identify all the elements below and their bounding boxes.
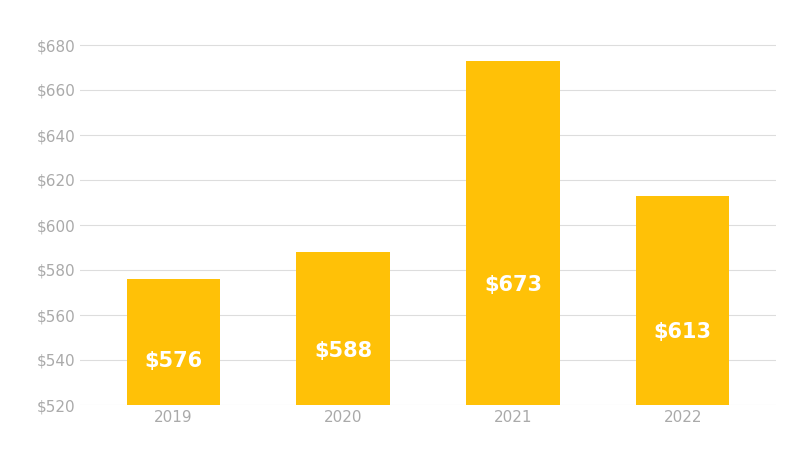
Text: $673: $673 <box>484 274 542 294</box>
Bar <box>466 61 559 405</box>
Bar <box>297 252 390 405</box>
Text: $588: $588 <box>314 342 372 361</box>
Bar <box>126 279 220 405</box>
Text: $613: $613 <box>654 322 712 342</box>
Text: $576: $576 <box>144 351 202 371</box>
Bar <box>636 196 730 405</box>
